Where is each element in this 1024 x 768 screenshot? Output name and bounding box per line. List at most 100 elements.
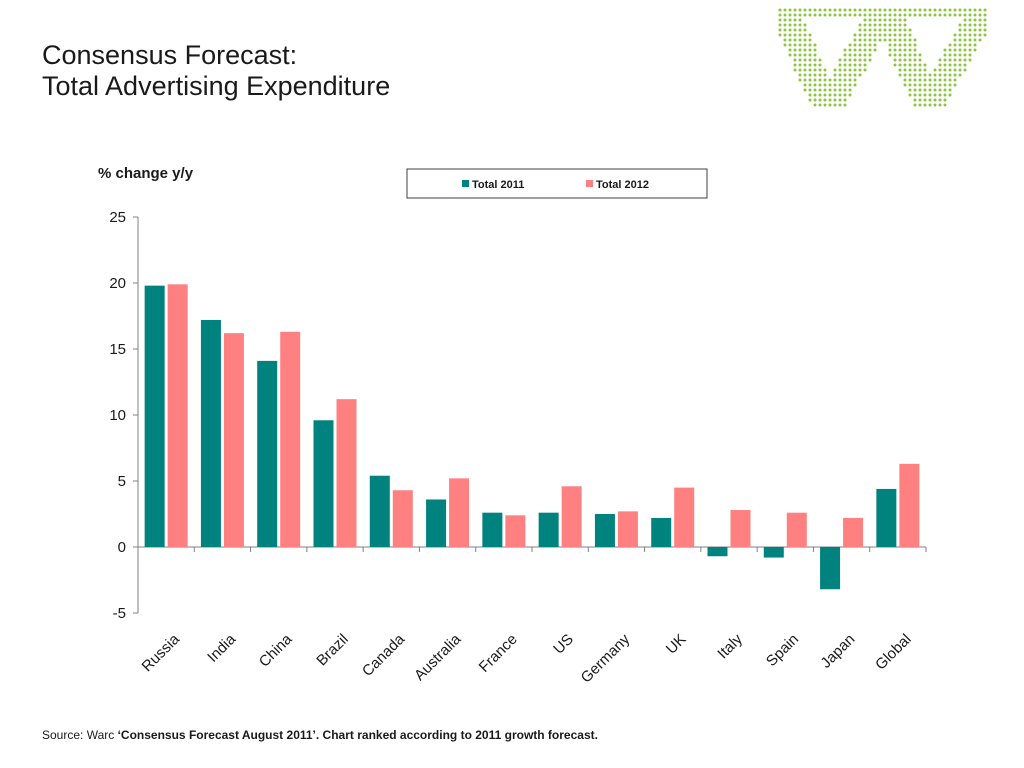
logo-dot — [958, 73, 962, 77]
logo-dot — [908, 8, 912, 12]
logo-dot — [923, 63, 927, 67]
logo-dot — [908, 68, 912, 72]
logo-dot — [913, 73, 917, 77]
logo-dot — [838, 58, 842, 62]
logo-dot — [928, 13, 932, 17]
logo-dot — [813, 93, 817, 97]
logo-dot — [923, 103, 927, 107]
logo-dot — [918, 103, 922, 107]
logo-dot — [893, 13, 897, 17]
logo-dot — [843, 83, 847, 87]
logo-dot — [908, 13, 912, 17]
logo-dot — [903, 23, 907, 27]
logo-dot — [813, 43, 817, 47]
logo-dot — [873, 38, 877, 42]
bar-2012-uk — [674, 487, 695, 547]
logo-dot — [888, 43, 892, 47]
logo-dot — [918, 88, 922, 92]
logo-dot — [838, 73, 842, 77]
logo-dot — [858, 33, 862, 37]
logo-dot — [838, 83, 842, 87]
logo-dot — [948, 78, 952, 82]
logo-dot — [958, 48, 962, 52]
logo-dot — [948, 63, 952, 67]
logo-dot — [918, 13, 922, 17]
logo-dot — [848, 78, 852, 82]
logo-dot — [978, 23, 982, 27]
logo-dot — [933, 103, 937, 107]
logo-dot — [903, 73, 907, 77]
logo-dot — [948, 8, 952, 12]
logo-dot — [963, 68, 967, 72]
bar-2012-germany — [617, 511, 638, 547]
logo-dot — [948, 48, 952, 52]
logo-dot — [858, 23, 862, 27]
logo-dot — [803, 33, 807, 37]
logo-dot — [868, 8, 872, 12]
logo-dot — [903, 18, 907, 22]
logo-dot — [823, 93, 827, 97]
logo-dot — [818, 103, 822, 107]
logo-dot — [798, 73, 802, 77]
legend-swatch — [462, 180, 469, 187]
logo-dot — [943, 13, 947, 17]
logo-dot — [923, 83, 927, 87]
logo-dot — [793, 43, 797, 47]
logo-dot — [833, 78, 837, 82]
logo-dot — [938, 73, 942, 77]
logo-dot — [918, 53, 922, 57]
logo-dot — [968, 53, 972, 57]
logo-dot — [883, 13, 887, 17]
logo-dot — [903, 13, 907, 17]
logo-dot — [973, 13, 977, 17]
logo-dot — [808, 73, 812, 77]
logo-dot — [813, 13, 817, 17]
logo-dot — [898, 68, 902, 72]
logo-dot — [913, 63, 917, 67]
logo-dot — [913, 43, 917, 47]
x-tick-label: Germany — [578, 630, 634, 686]
logo-dot — [923, 13, 927, 17]
logo-dot — [858, 63, 862, 67]
logo-dot — [803, 73, 807, 77]
bar-2012-global — [899, 463, 920, 547]
logo-dot — [943, 98, 947, 102]
logo-dot — [863, 28, 867, 32]
logo-dot — [853, 53, 857, 57]
logo-dot — [863, 23, 867, 27]
logo-dot — [788, 43, 792, 47]
bar-2012-japan — [843, 517, 864, 547]
logo-dot — [838, 78, 842, 82]
logo-dot — [818, 88, 822, 92]
bar-2011-uk — [651, 517, 672, 547]
logo-dot — [918, 98, 922, 102]
logo-dot — [853, 83, 857, 87]
logo-dot — [808, 33, 812, 37]
logo-dot — [808, 58, 812, 62]
bar-chart: -5 0 5 10 15 20 25 % change y/y Russia India China… — [98, 165, 927, 686]
logo-dot — [893, 28, 897, 32]
logo-dot — [963, 43, 967, 47]
title-line-1: Consensus Forecast: — [42, 40, 298, 70]
logo-dot — [938, 13, 942, 17]
logo-dot — [968, 18, 972, 22]
logo-dot — [943, 63, 947, 67]
logo-dot — [968, 23, 972, 27]
logo-dot — [868, 58, 872, 62]
logo-dot — [983, 18, 987, 22]
logo-dot — [983, 23, 987, 27]
logo-dot — [953, 48, 957, 52]
warc-w-logo-icon — [778, 8, 987, 107]
logo-dot — [858, 38, 862, 42]
logo-dot — [943, 88, 947, 92]
logo-dot — [838, 88, 842, 92]
bar-2011-brazil — [313, 420, 334, 547]
logo-dot — [923, 88, 927, 92]
logo-dot — [828, 83, 832, 87]
logo-dot — [848, 48, 852, 52]
logo-dot — [883, 28, 887, 32]
logo-dot — [893, 48, 897, 52]
logo-dot — [868, 43, 872, 47]
logo-dot — [943, 78, 947, 82]
logo-dot — [793, 28, 797, 32]
